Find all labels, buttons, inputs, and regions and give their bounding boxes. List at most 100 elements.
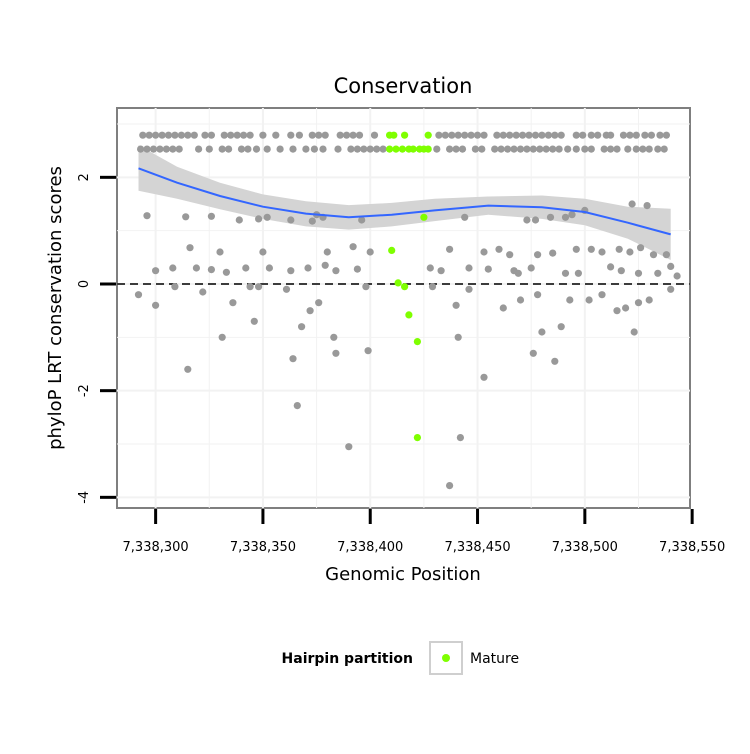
data-point <box>480 131 488 139</box>
data-point <box>607 131 615 139</box>
data-point <box>139 131 147 139</box>
data-point <box>480 373 488 381</box>
data-point <box>551 131 559 139</box>
data-point <box>656 131 664 139</box>
data-point <box>549 145 557 153</box>
data-point <box>587 245 595 253</box>
data-point <box>360 145 368 153</box>
data-point <box>613 307 621 315</box>
data-point <box>572 245 580 253</box>
data-point <box>555 145 563 153</box>
data-point <box>259 131 267 139</box>
data-point <box>186 244 194 252</box>
data-point <box>237 145 246 153</box>
mature-points-layer <box>386 131 432 442</box>
data-point <box>585 296 593 304</box>
y-tick-label: 0 <box>77 280 92 288</box>
data-point <box>259 248 267 256</box>
data-point <box>619 131 628 139</box>
data-point <box>654 269 662 277</box>
data-point <box>538 131 546 139</box>
data-point <box>349 131 357 139</box>
data-point <box>177 131 185 139</box>
data-point <box>201 131 209 139</box>
x-tick-label: 7,338,400 <box>337 540 403 555</box>
data-point <box>587 131 595 139</box>
data-point <box>529 145 537 153</box>
data-point <box>321 131 329 139</box>
data-point <box>512 131 520 139</box>
data-point <box>465 264 473 272</box>
other-points-layer <box>134 131 681 490</box>
data-point <box>190 131 198 139</box>
data-point <box>461 213 469 221</box>
data-point <box>364 347 372 355</box>
data-point-mature <box>388 246 396 254</box>
y-tick-label: -4 <box>77 491 92 504</box>
data-point <box>263 145 271 153</box>
data-point <box>637 244 645 252</box>
data-point <box>379 145 387 153</box>
data-point <box>184 365 192 373</box>
data-point <box>370 131 379 139</box>
data-point <box>594 131 602 139</box>
data-point <box>641 131 649 139</box>
data-point <box>426 264 434 272</box>
data-point <box>519 131 527 139</box>
data-point <box>265 264 273 272</box>
data-point <box>428 283 437 291</box>
data-point <box>471 145 479 153</box>
data-point <box>295 131 303 139</box>
data-point <box>149 145 158 153</box>
data-point <box>332 349 340 357</box>
data-point <box>643 202 651 210</box>
data-point <box>452 145 460 153</box>
legend-title: Hairpin partition <box>282 651 413 667</box>
data-point <box>152 267 160 275</box>
data-point <box>624 145 632 153</box>
data-point <box>355 131 364 139</box>
data-point <box>323 248 331 256</box>
data-point <box>660 145 668 153</box>
data-point <box>662 251 671 259</box>
data-point <box>613 145 621 153</box>
data-point <box>246 283 254 291</box>
data-point <box>334 145 342 153</box>
data-point <box>235 216 243 224</box>
data-point <box>514 269 522 277</box>
data-point <box>336 131 344 139</box>
data-point <box>557 131 565 139</box>
data-point <box>587 145 595 153</box>
data-point <box>345 443 353 451</box>
data-point <box>615 245 623 253</box>
grid-lines <box>117 108 690 508</box>
x-axis: 7,338,300 7,338,350 7,338,400 7,338,450 7,33… <box>123 509 725 555</box>
y-tick-label: 2 <box>77 173 92 181</box>
data-point <box>332 267 340 275</box>
data-point-mature <box>390 131 398 139</box>
data-point <box>495 245 503 253</box>
data-point <box>304 264 312 272</box>
data-point <box>207 266 215 274</box>
data-point <box>529 349 537 357</box>
data-point-mature <box>424 131 432 139</box>
smooth-trend-line <box>138 167 671 236</box>
data-point <box>152 301 160 309</box>
data-point-mature <box>394 279 402 287</box>
data-point <box>282 285 291 293</box>
data-point <box>617 267 625 275</box>
data-point <box>499 304 507 312</box>
data-point <box>353 265 361 273</box>
data-point <box>454 333 462 341</box>
x-tick-label: 7,338,500 <box>552 540 618 555</box>
data-point <box>480 248 488 256</box>
data-point <box>306 307 314 315</box>
data-point <box>171 131 179 139</box>
data-point <box>536 145 544 153</box>
data-point <box>272 131 280 139</box>
data-point <box>362 283 370 291</box>
data-point <box>298 323 306 331</box>
data-point <box>647 131 656 139</box>
data-point <box>572 145 580 153</box>
data-point <box>199 288 207 296</box>
